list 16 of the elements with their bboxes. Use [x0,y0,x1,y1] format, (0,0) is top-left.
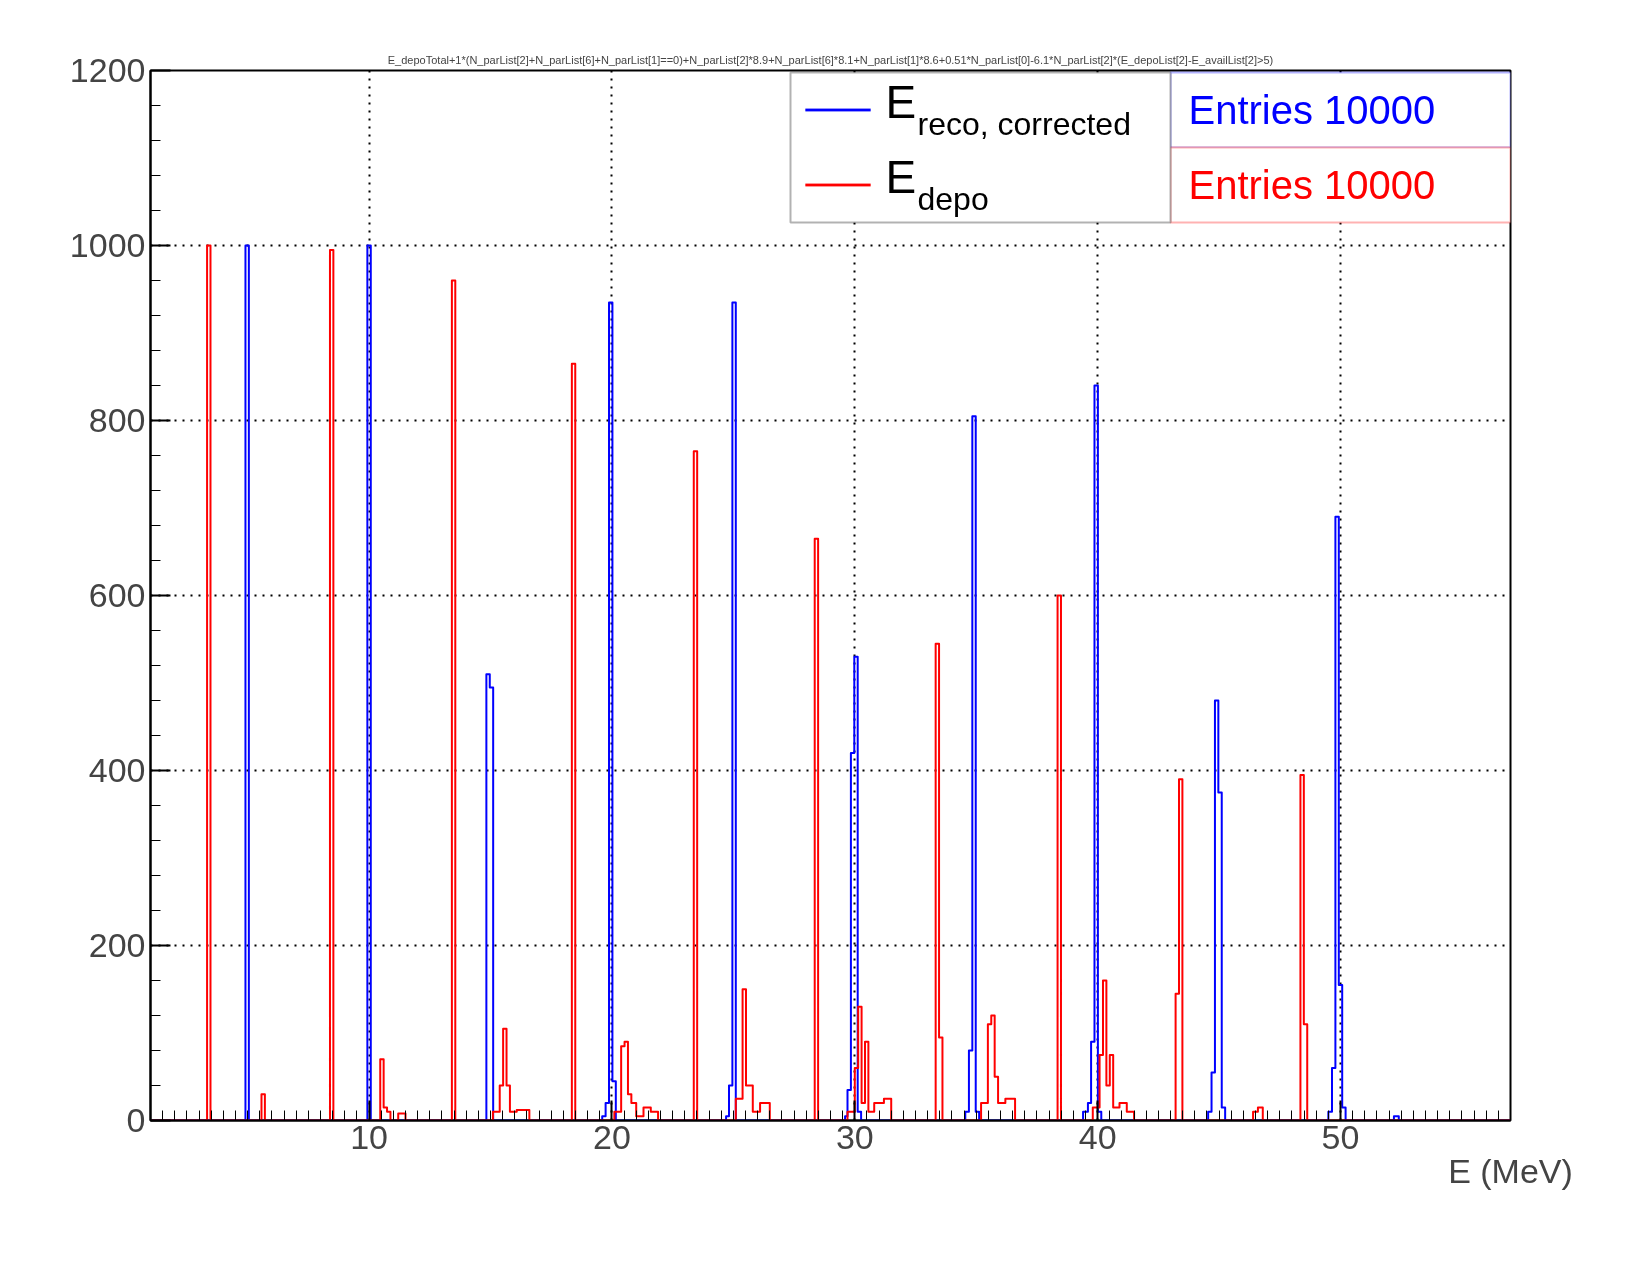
x-tick-label: 30 [835,1117,874,1156]
x-tick-label: 20 [593,1117,631,1156]
x-tick-label: 10 [350,1117,388,1156]
y-tick-label: 800 [88,401,146,439]
x-axis-title: E (MeV) [1448,1151,1573,1190]
annotation: Entries 10000 [1188,163,1436,207]
annotation: Entries 10000 [1188,88,1436,132]
x-tick-label: 40 [1078,1117,1117,1156]
y-tick-label: 600 [88,576,146,614]
y-tick-label: 400 [88,751,146,789]
y-tick-label: 0 [126,1101,146,1139]
y-tick-label: 1200 [69,51,146,89]
y-tick-label: 200 [88,926,146,964]
x-tick-label: 50 [1321,1117,1360,1156]
chart-title: E_depoTotal+1*(N_parList[2]+N_parList[6]+N_parList[1]==0)+N_parList[2]*8.9+N_parList[6]*8.1+N_parList[1]*8.6+0.51*N_parList[0]-6.1*N_parList[2]*(E_depoList[2]-E_availList[2]>5) [387,53,1274,66]
y-tick-label: 1000 [69,226,146,264]
